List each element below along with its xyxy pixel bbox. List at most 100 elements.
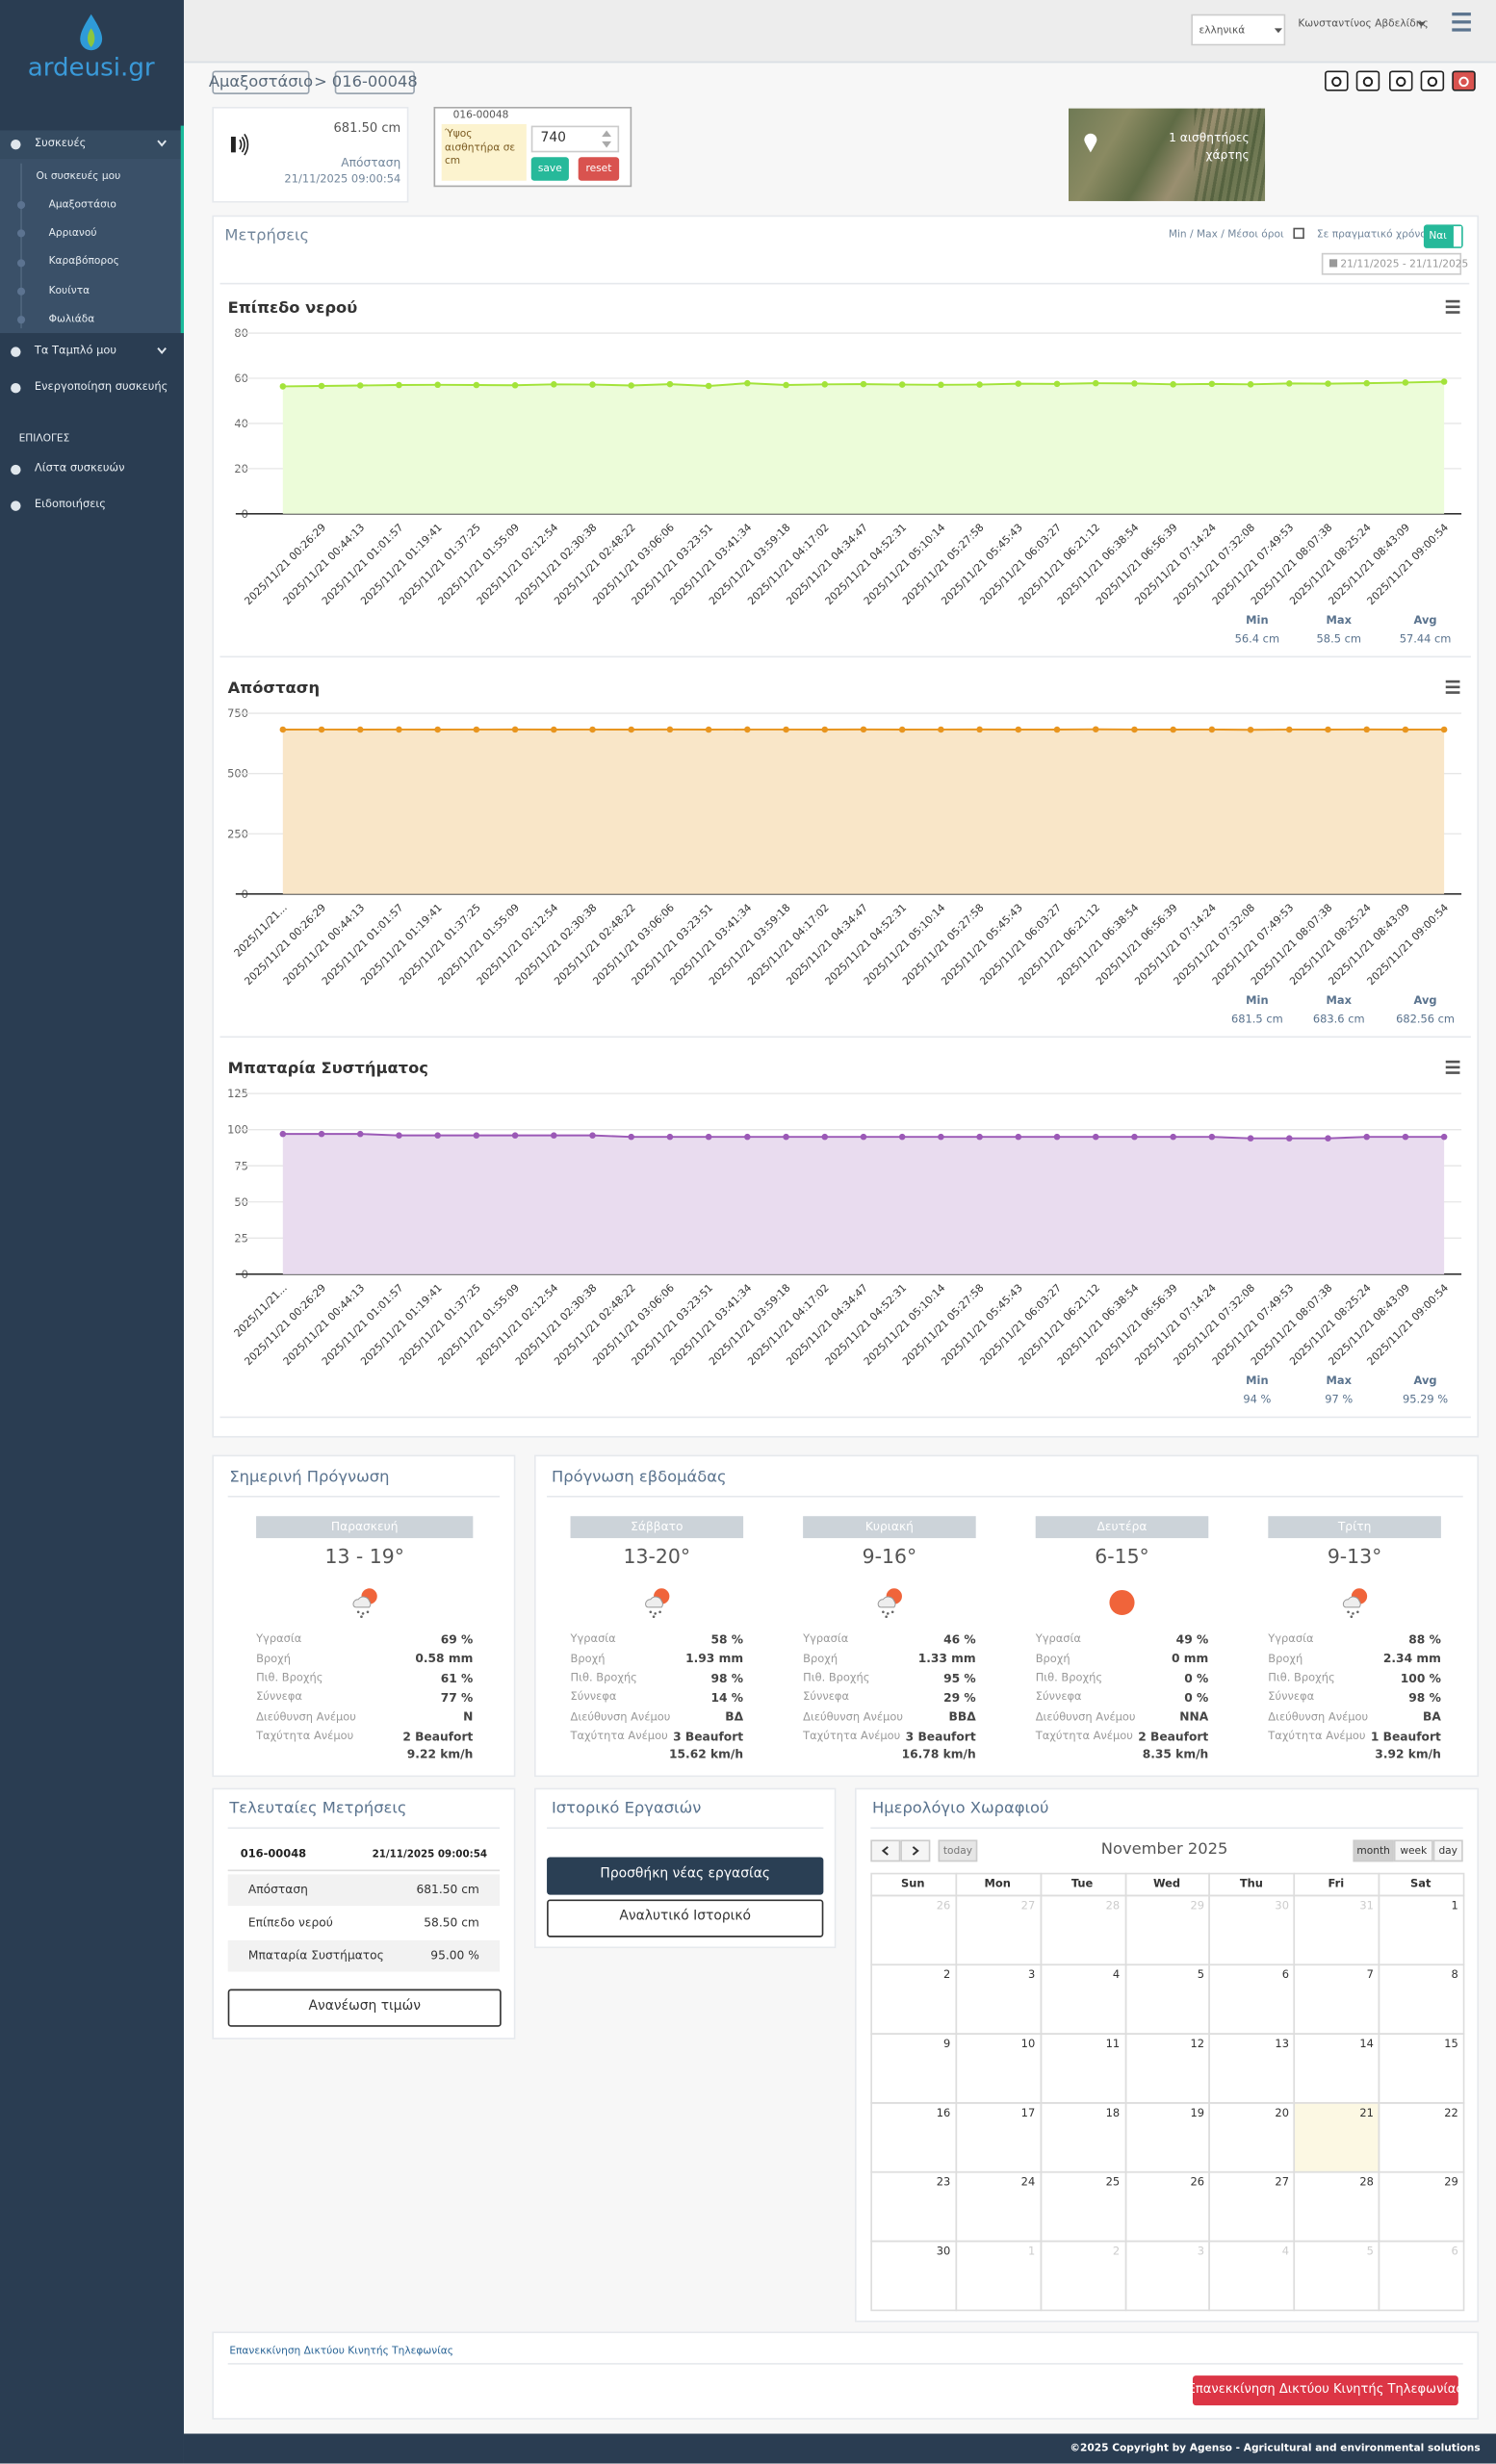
menu-device[interactable]: Φωλιάδα xyxy=(48,312,95,325)
restart-text[interactable]: Επανεκκίνηση Δικτύου Κινητής Τηλεφωνίας xyxy=(1187,2382,1464,2397)
language-text: ελληνικά xyxy=(1199,23,1246,37)
add-text[interactable]: Προσθήκη νέας εργασίας xyxy=(600,1866,771,1884)
view-text[interactable]: month xyxy=(1356,1843,1390,1858)
tool-icon xyxy=(1458,75,1469,87)
point xyxy=(1286,726,1293,733)
weather-label: Διεύθυνση Ανέμου xyxy=(256,1710,356,1724)
height-input[interactable] xyxy=(530,125,620,153)
restart-button[interactable] xyxy=(1192,2375,1458,2406)
view-text[interactable]: day xyxy=(1438,1843,1457,1858)
row-value: 681.50 cm xyxy=(416,1882,479,1897)
day-bar xyxy=(1035,1516,1209,1539)
checkbox[interactable] xyxy=(1293,227,1304,240)
menu-device[interactable]: Αμαξοστάσιο xyxy=(48,197,116,211)
point xyxy=(744,726,751,733)
map[interactable] xyxy=(1068,108,1266,201)
point xyxy=(1092,379,1099,387)
tool-button[interactable] xyxy=(1355,70,1380,91)
save-button[interactable] xyxy=(530,157,569,181)
cloud xyxy=(352,1596,372,1608)
day-number: 5 xyxy=(1366,2246,1374,2259)
chevron-line xyxy=(157,346,167,354)
menu-device[interactable]: Αρριανού xyxy=(48,226,97,240)
day-cell[interactable] xyxy=(1378,2240,1465,2312)
menu-devices[interactable]: Συσκευές xyxy=(34,137,87,150)
detail-button[interactable] xyxy=(547,1899,824,1938)
tool-button[interactable] xyxy=(1325,70,1349,91)
point xyxy=(1053,380,1061,388)
chart-title: Μπαταρία Συστήματος xyxy=(228,1059,428,1077)
today-button[interactable] xyxy=(938,1839,978,1862)
refresh-button[interactable] xyxy=(227,1989,502,2027)
tool-button[interactable] xyxy=(1452,70,1476,91)
menu-device[interactable]: Κουίντα xyxy=(48,283,90,296)
day-number: 16 xyxy=(936,2107,951,2120)
crumb[interactable]: Αμαξοστάσιο xyxy=(208,73,314,91)
save-text[interactable]: save xyxy=(537,162,562,175)
point xyxy=(1402,1133,1409,1141)
weekday: Tue xyxy=(1070,1877,1094,1890)
drop xyxy=(361,1612,365,1615)
stat-label: Avg xyxy=(1414,993,1437,1007)
nav-arrow xyxy=(912,1846,919,1856)
chart-menu-bar xyxy=(1445,685,1460,689)
menu-my-devices[interactable]: Οι συσκευές μου xyxy=(36,168,121,182)
day-cell[interactable] xyxy=(1293,2102,1380,2173)
day-temp: 13 - 19° xyxy=(324,1544,404,1568)
tool-icon xyxy=(1427,75,1438,87)
nav-button[interactable] xyxy=(870,1839,901,1862)
tool-button[interactable] xyxy=(1420,70,1445,91)
reset-button[interactable] xyxy=(578,157,620,181)
view-button[interactable] xyxy=(1393,1839,1433,1862)
map-pin xyxy=(1084,133,1097,153)
stat-label: Max xyxy=(1327,993,1353,1007)
weather-label: Βροχή xyxy=(1268,1652,1303,1665)
stat-label: Min xyxy=(1246,993,1268,1007)
point xyxy=(434,1132,441,1139)
day-number: 23 xyxy=(936,2176,951,2190)
menu-activate[interactable]: Ενεργοποίηση συσκευής xyxy=(34,380,168,394)
weather-speed: 3.92 km/h xyxy=(1375,1747,1441,1762)
point xyxy=(1363,1133,1370,1141)
point xyxy=(1170,381,1176,388)
nav-button[interactable] xyxy=(900,1839,931,1862)
day-name: Σάββατο xyxy=(631,1519,684,1534)
weekday: Thu xyxy=(1239,1877,1263,1890)
detail-text[interactable]: Αναλυτικό Ιστορικό xyxy=(619,1910,752,1926)
panel-line xyxy=(870,1827,1463,1830)
add-button[interactable] xyxy=(547,1857,824,1895)
weather-label: Βροχή xyxy=(803,1652,838,1665)
map-text[interactable]: 1 αισθητήρες χάρτης xyxy=(1169,130,1250,163)
point xyxy=(1402,379,1409,386)
menu-option[interactable]: Λίστα συσκευών xyxy=(34,462,125,475)
point xyxy=(976,1133,983,1141)
restart-link[interactable]: Επανεκκίνηση Δικτύου Κινητής Τηλεφωνίας xyxy=(229,2344,454,2357)
menu-dashboards[interactable]: Τα Ταμπλό μου xyxy=(34,345,116,358)
point xyxy=(396,726,402,733)
stat-label: Avg xyxy=(1414,613,1437,627)
date-input[interactable] xyxy=(1321,252,1462,275)
reset-text[interactable]: reset xyxy=(585,162,612,175)
menu-device[interactable]: Καραβόπορος xyxy=(48,255,119,269)
drop xyxy=(654,1612,657,1615)
stat-label: Max xyxy=(1327,613,1353,627)
menu-option[interactable]: Ειδοποιήσεις xyxy=(34,499,106,512)
weather-value: ΒΒΔ xyxy=(948,1709,976,1725)
chevron xyxy=(157,346,167,354)
crumb[interactable]: 016-00048 xyxy=(331,73,418,91)
today-text[interactable]: today xyxy=(942,1843,972,1858)
language-select[interactable] xyxy=(1191,13,1286,46)
crumb-sep: > xyxy=(314,73,327,91)
refresh-text[interactable]: Ανανέωση τιμών xyxy=(308,1999,421,2015)
weather-value: 3 Beaufort xyxy=(905,1729,976,1744)
day-number: 3 xyxy=(1027,1969,1036,1983)
day-temp: 6-15° xyxy=(1095,1544,1149,1568)
view-button[interactable] xyxy=(1432,1839,1463,1862)
tool-button[interactable] xyxy=(1388,70,1413,91)
toggle-knob xyxy=(1453,226,1462,247)
nav-arrow xyxy=(881,1846,889,1856)
stat-label: Min xyxy=(1246,1373,1268,1387)
user-name[interactable]: Κωνσταντίνος Αβδελίδης xyxy=(1298,16,1429,30)
view-button[interactable] xyxy=(1353,1839,1394,1862)
view-text[interactable]: week xyxy=(1400,1843,1428,1858)
